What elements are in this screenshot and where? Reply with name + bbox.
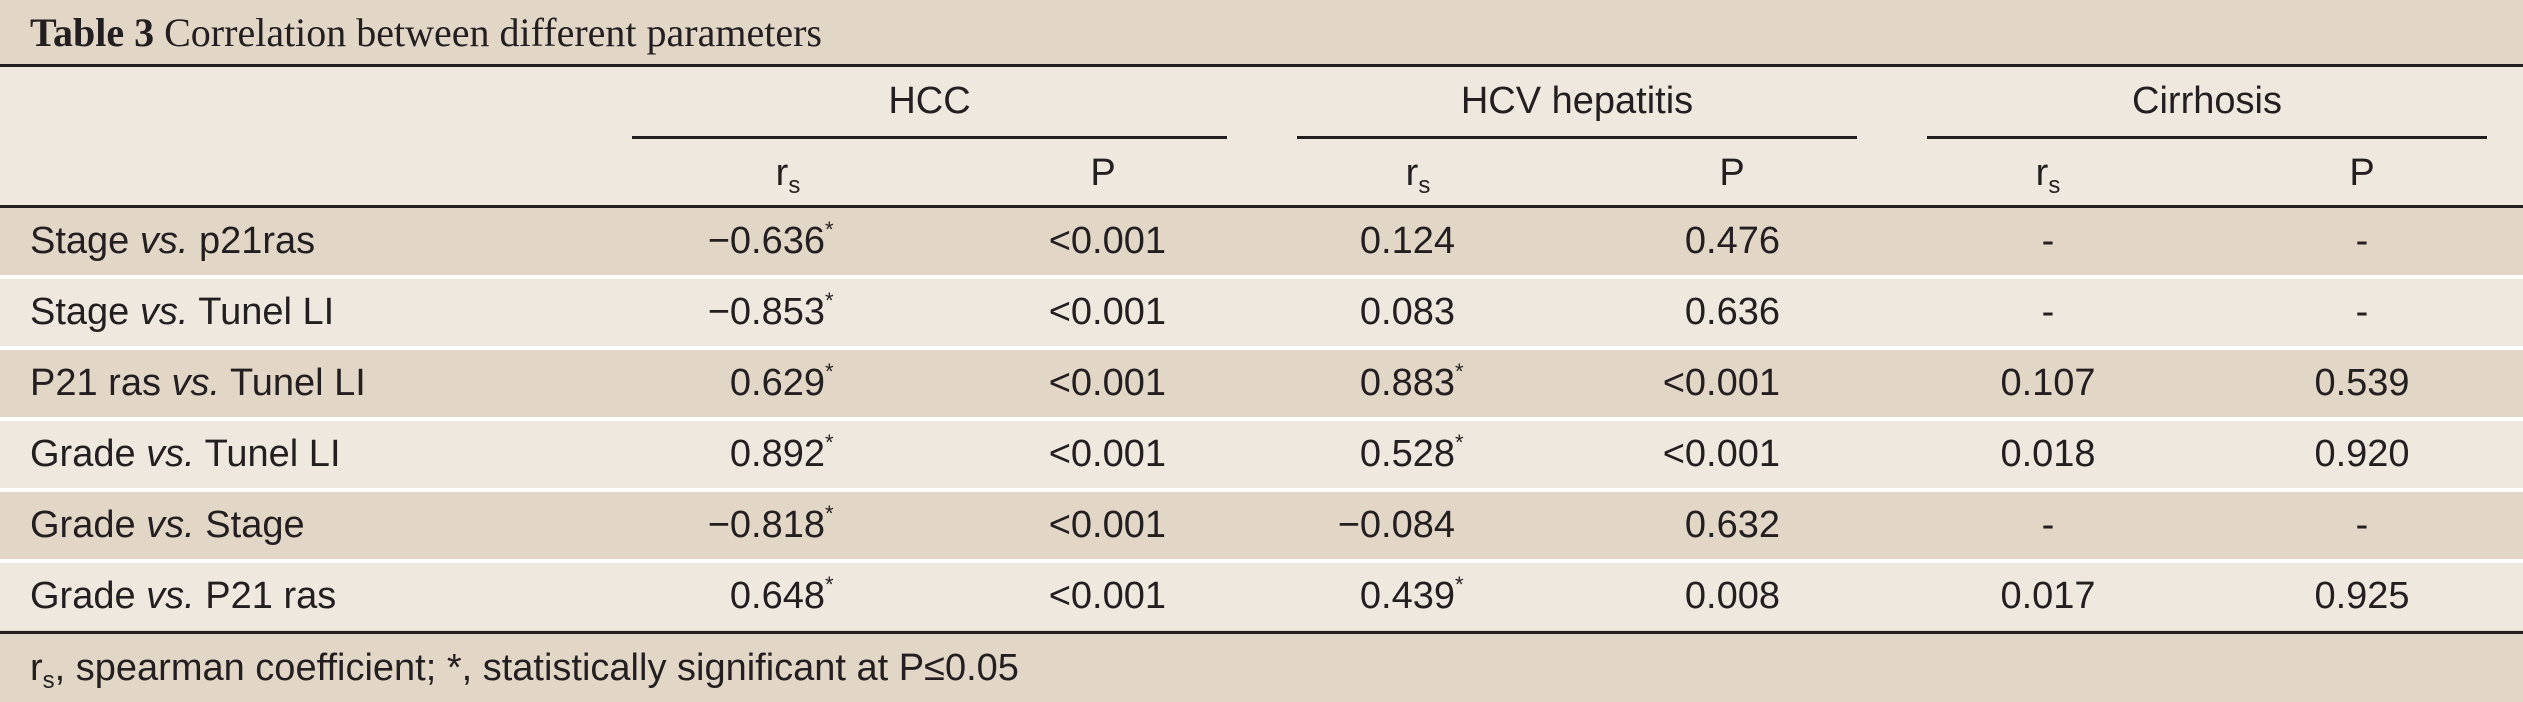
cell-hcc-p: <0.001 [1048, 220, 1166, 262]
table-title: Table 3 Correlation between different pa… [30, 8, 822, 58]
cell-cirrhosis-rs: - [2041, 220, 2055, 262]
cell-hcv-rs: 0.528* [1359, 430, 1464, 476]
cell-cirrhosis-rs: - [2041, 504, 2055, 546]
bottom-rule [0, 631, 2523, 634]
row-label: P21 ras vs. Tunel LI [30, 362, 366, 404]
header-rule [0, 205, 2523, 208]
cell-cirrhosis-p: - [2355, 291, 2369, 333]
cell-hcc-rs: 0.629* [729, 359, 834, 405]
group-underline-hcv [1297, 136, 1857, 139]
cell-hcc-p: <0.001 [1048, 575, 1166, 617]
cell-hcv-rs: 0.083 [1359, 291, 1455, 333]
subheader-hcc-rs: rs [775, 152, 801, 199]
cell-hcc-p: <0.001 [1048, 362, 1166, 404]
cell-hcv-p: <0.001 [1662, 362, 1780, 404]
cell-hcc-rs: −0.853* [707, 288, 834, 334]
cell-hcc-rs: −0.636* [707, 217, 834, 263]
cell-hcc-p: <0.001 [1048, 433, 1166, 475]
table-row: Grade vs. P21 ras 0.648* <0.001 0.439* 0.008… [0, 563, 2523, 630]
cell-cirrhosis-rs: 0.017 [2000, 575, 2096, 617]
cell-hcv-rs: 0.883* [1359, 359, 1464, 405]
cell-cirrhosis-p: 0.920 [2314, 433, 2410, 475]
cell-hcc-rs: −0.818* [707, 501, 834, 547]
subheader-hcv-rs: rs [1405, 152, 1431, 199]
cell-cirrhosis-rs: - [2041, 291, 2055, 333]
top-rule [0, 64, 2523, 67]
group-underline-cirrhosis [1927, 136, 2487, 139]
cell-hcv-p: 0.008 [1684, 575, 1780, 617]
cell-hcv-p: <0.001 [1662, 433, 1780, 475]
cell-hcc-p: <0.001 [1048, 291, 1166, 333]
row-label: Grade vs. Tunel LI [30, 433, 341, 475]
row-label: Grade vs. Stage [30, 504, 305, 546]
subheader-cirrhosis-p: P [2349, 152, 2375, 194]
cell-cirrhosis-p: - [2355, 504, 2369, 546]
cell-cirrhosis-rs: 0.018 [2000, 433, 2096, 475]
cell-hcv-p: 0.636 [1684, 291, 1780, 333]
row-separator [0, 275, 2523, 279]
cell-hcv-rs: 0.124 [1359, 220, 1455, 262]
cell-hcv-p: 0.476 [1684, 220, 1780, 262]
row-separator [0, 346, 2523, 350]
table-row: P21 ras vs. Tunel LI 0.629* <0.001 0.883* <0… [0, 350, 2523, 417]
group-header-hcv: HCV hepatitis [1460, 80, 1694, 122]
cell-hcv-p: 0.632 [1684, 504, 1780, 546]
cell-hcc-rs: 0.648* [729, 572, 834, 618]
row-label: Stage vs. Tunel LI [30, 291, 335, 333]
cell-hcv-rs: 0.439* [1359, 572, 1464, 618]
row-separator [0, 488, 2523, 492]
cell-cirrhosis-p: - [2355, 220, 2369, 262]
group-header-hcc: HCC [888, 80, 971, 122]
cell-cirrhosis-rs: 0.107 [2000, 362, 2096, 404]
row-label: Stage vs. p21ras [30, 220, 316, 262]
table-number: Table 3 [30, 10, 155, 55]
table-row: Grade vs. Stage −0.818* <0.001 −0.084 0.632 -… [0, 492, 2523, 559]
table-row: Grade vs. Tunel LI 0.892* <0.001 0.528* <0.0… [0, 421, 2523, 488]
group-header-cirrhosis: Cirrhosis [2132, 80, 2282, 122]
table-caption: Correlation between different parameters [164, 10, 822, 55]
row-label: Grade vs. P21 ras [30, 575, 337, 617]
cell-cirrhosis-p: 0.539 [2314, 362, 2410, 404]
cell-cirrhosis-p: 0.925 [2314, 575, 2410, 617]
table-footnote: rs, spearman coefficient; *, statistical… [30, 647, 1019, 694]
row-separator [0, 417, 2523, 421]
row-separator [0, 559, 2523, 563]
cell-hcc-rs: 0.892* [729, 430, 834, 476]
cell-hcv-rs: −0.084 [1337, 504, 1455, 546]
cell-hcc-p: <0.001 [1048, 504, 1166, 546]
group-underline-hcc [632, 136, 1227, 139]
subheader-hcc-p: P [1090, 152, 1116, 194]
subheader-hcv-p: P [1719, 152, 1745, 194]
table-row: Stage vs. p21ras −0.636* <0.001 0.124 0.476 -… [0, 208, 2523, 275]
subheader-cirrhosis-rs: rs [2035, 152, 2061, 199]
table-row: Stage vs. Tunel LI −0.853* <0.001 0.083 0.63… [0, 279, 2523, 346]
title-bar: Table 3 Correlation between different pa… [0, 0, 2523, 66]
